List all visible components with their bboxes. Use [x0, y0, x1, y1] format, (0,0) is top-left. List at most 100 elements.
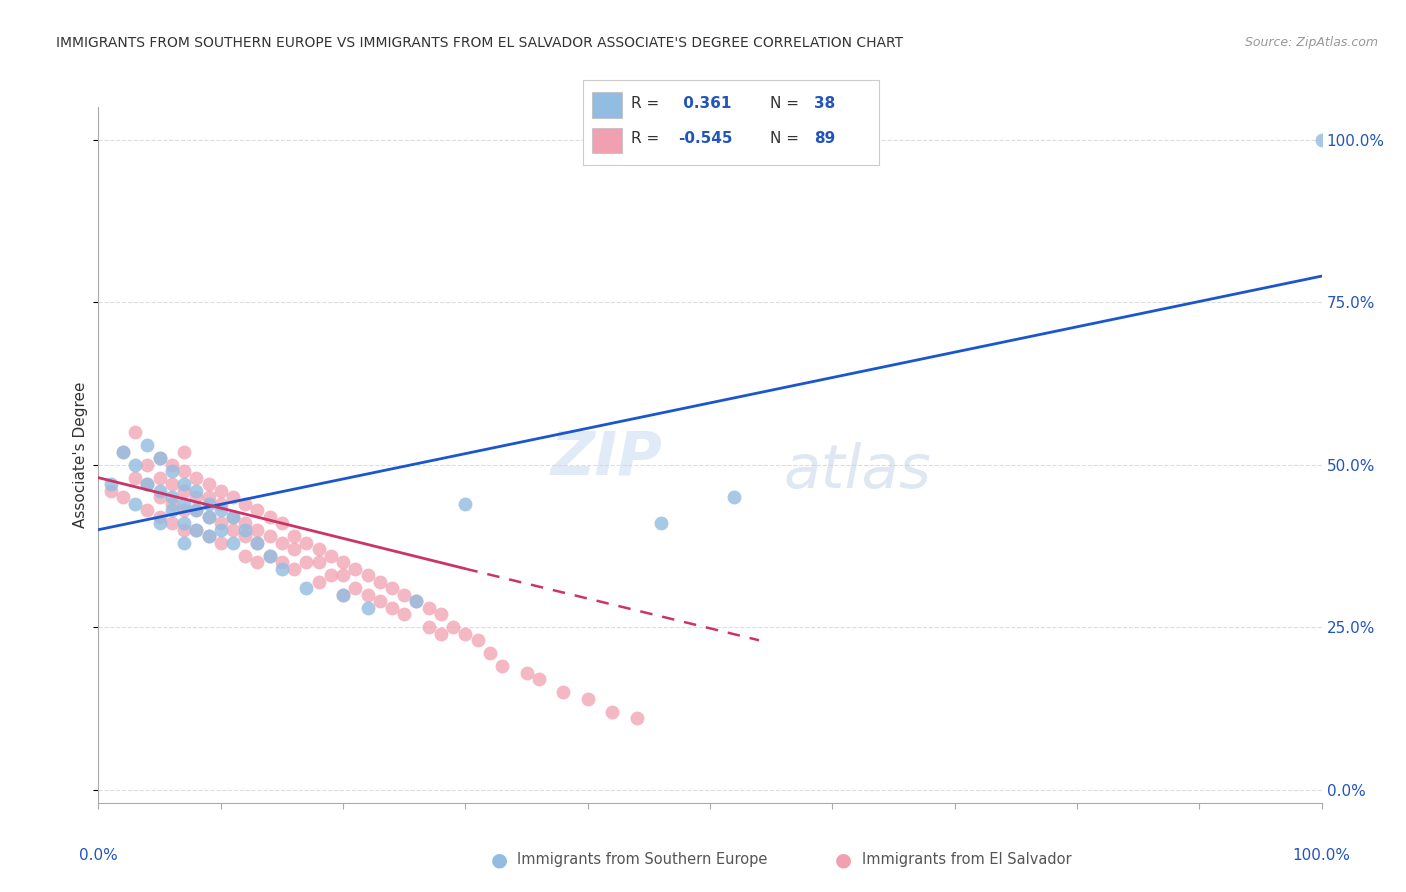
Point [111, 444, 134, 458]
Point [600, 705, 623, 719]
Point [576, 691, 599, 706]
Text: ZIP: ZIP [551, 429, 662, 488]
Point [209, 523, 232, 537]
Point [173, 464, 195, 478]
Point [160, 490, 183, 504]
Text: 100.0%: 100.0% [1292, 848, 1351, 863]
Point [197, 529, 219, 543]
Point [186, 503, 208, 517]
Point [160, 503, 183, 517]
Point [173, 477, 195, 491]
Point [124, 458, 146, 472]
Point [381, 600, 404, 615]
Point [149, 509, 172, 524]
Point [186, 483, 208, 498]
Point [124, 471, 146, 485]
FancyBboxPatch shape [592, 92, 621, 118]
Point [283, 542, 305, 557]
Point [209, 503, 232, 517]
Point [209, 483, 232, 498]
Point [491, 659, 513, 673]
Point [553, 685, 575, 699]
Point [295, 555, 318, 569]
Point [270, 555, 294, 569]
Point [246, 555, 269, 569]
Point [478, 646, 501, 660]
Point [149, 490, 172, 504]
Text: Immigrants from Southern Europe: Immigrants from Southern Europe [517, 853, 768, 867]
Point [454, 626, 477, 640]
Point [173, 516, 195, 531]
Text: ●: ● [835, 850, 852, 870]
Point [197, 497, 219, 511]
Point [149, 483, 172, 498]
Y-axis label: Associate's Degree: Associate's Degree [73, 382, 87, 528]
Point [246, 535, 269, 549]
Text: 38: 38 [814, 95, 835, 111]
Point [233, 549, 256, 563]
Point [186, 471, 208, 485]
FancyBboxPatch shape [592, 128, 621, 153]
Point [197, 477, 219, 491]
Point [418, 600, 440, 615]
Point [197, 509, 219, 524]
Point [173, 503, 195, 517]
Point [356, 588, 378, 602]
Point [405, 594, 427, 608]
Point [173, 483, 195, 498]
Point [197, 529, 219, 543]
Text: ●: ● [491, 850, 508, 870]
Point [319, 568, 342, 582]
Point [160, 458, 183, 472]
Text: R =: R = [631, 95, 659, 111]
Point [149, 451, 172, 466]
Text: 89: 89 [814, 131, 835, 146]
Point [723, 490, 745, 504]
Point [136, 477, 159, 491]
Point [626, 711, 648, 725]
Point [160, 497, 183, 511]
Text: Source: ZipAtlas.com: Source: ZipAtlas.com [1244, 36, 1378, 49]
Point [319, 549, 342, 563]
Point [136, 503, 159, 517]
Point [233, 516, 256, 531]
Point [233, 523, 256, 537]
Point [136, 438, 159, 452]
Point [308, 542, 330, 557]
Text: IMMIGRANTS FROM SOUTHERN EUROPE VS IMMIGRANTS FROM EL SALVADOR ASSOCIATE'S DEGRE: IMMIGRANTS FROM SOUTHERN EUROPE VS IMMIG… [56, 36, 904, 50]
Point [173, 535, 195, 549]
Point [392, 607, 416, 622]
Point [270, 562, 294, 576]
Point [344, 581, 367, 595]
Text: N =: N = [769, 95, 799, 111]
Point [124, 425, 146, 439]
Point [283, 562, 305, 576]
Text: atlas: atlas [783, 442, 931, 500]
Point [246, 523, 269, 537]
Point [259, 509, 281, 524]
Text: 0.361: 0.361 [678, 95, 731, 111]
Point [308, 555, 330, 569]
Point [392, 588, 416, 602]
Point [222, 490, 245, 504]
Point [259, 529, 281, 543]
Point [283, 529, 305, 543]
Point [186, 490, 208, 504]
Point [516, 665, 538, 680]
Point [173, 444, 195, 458]
Point [308, 574, 330, 589]
Point [233, 529, 256, 543]
Point [454, 497, 477, 511]
Point [344, 562, 367, 576]
Point [149, 471, 172, 485]
Point [430, 607, 453, 622]
Point [209, 497, 232, 511]
Point [233, 497, 256, 511]
Point [186, 523, 208, 537]
Point [149, 451, 172, 466]
Point [136, 477, 159, 491]
Point [430, 626, 453, 640]
Point [173, 497, 195, 511]
Point [222, 535, 245, 549]
Point [368, 594, 391, 608]
